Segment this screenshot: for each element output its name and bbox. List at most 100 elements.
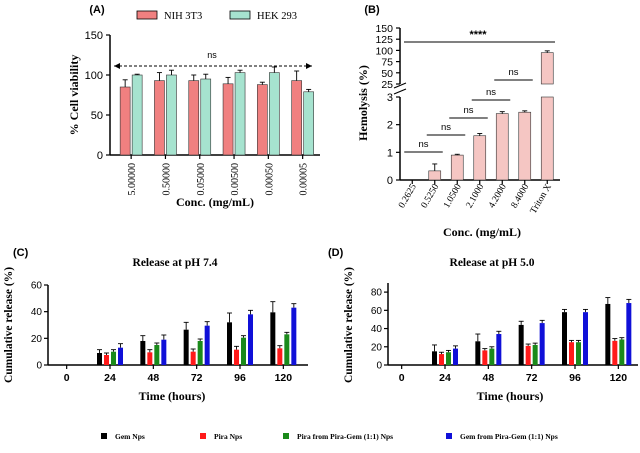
panel-x-tick-label: 96 <box>234 372 246 384</box>
panel-x-tick-label: 120 <box>275 372 293 384</box>
panel-d-title: Release at pH 5.0 <box>450 257 535 269</box>
panel-c-y-label: Cumulative release (%) <box>3 267 15 383</box>
release-bar <box>569 342 574 365</box>
panel-b-bar <box>518 111 532 181</box>
panel-d-y-label: Cumulative release (%) <box>343 267 355 383</box>
release-bar <box>583 312 588 365</box>
panel-x-tick-label: 0 <box>399 372 405 384</box>
release-bar <box>270 312 276 365</box>
panel-a-y-tick-label: 100 <box>85 70 103 82</box>
panel-b-overall-sig: **** <box>469 29 487 41</box>
panel-b-sig-label: ns <box>508 67 518 78</box>
panel-x-tick-label: 48 <box>147 372 159 384</box>
release-bar <box>291 307 297 365</box>
release-bar <box>147 352 153 365</box>
panel-a-bar <box>188 80 200 156</box>
panel-b-sig-label: ns <box>486 87 496 98</box>
panel-b-sig-label: ns <box>441 122 451 133</box>
panel-y-tick-label: 20 <box>31 334 43 345</box>
panel-a-x-tick-label: 0.50000 <box>161 163 172 196</box>
release-bar <box>439 354 444 365</box>
panel-a-y-tick-label: 50 <box>91 110 103 122</box>
release-bar <box>284 334 290 365</box>
release-bar <box>161 339 167 365</box>
panel-b-y-tick-label: 3 <box>387 92 393 104</box>
release-bar <box>446 352 451 365</box>
panel-b-y-tick-label: 150 <box>375 23 393 35</box>
release-bar <box>197 341 203 365</box>
release-bar <box>496 334 502 365</box>
release-bar <box>518 324 524 365</box>
panel-y-tick-label: 0 <box>36 361 42 372</box>
panel-c: (C) Release at pH 7.4 0 20 40 60 0 24 48 72 96 1… <box>3 247 308 403</box>
panel-a-x-tick-label: 0.00050 <box>264 163 275 196</box>
panel-b-y-tick-label: 25 <box>381 79 393 91</box>
release-bar <box>612 340 618 365</box>
panel-b-y-tick-label: 125 <box>375 34 393 46</box>
panel-x-tick-label: 24 <box>439 372 451 384</box>
release-bar <box>277 348 283 365</box>
panel-d-label: (D) <box>328 247 344 259</box>
legend-label-gem-mix: Gem from Pira-Gem (1:1) Nps <box>460 432 558 441</box>
panel-b-x-tick-label: 8.4000 <box>510 182 532 210</box>
panel-a-bar <box>222 83 234 156</box>
panel-a-bar <box>200 78 212 156</box>
panel-b-bar-lower <box>540 96 554 181</box>
panel-x-tick-label: 72 <box>191 372 203 384</box>
legend-label-nih3t3: NIH 3T3 <box>164 11 202 22</box>
panel-a-y-label: % Cell viability <box>67 55 81 136</box>
panel-b-bar <box>473 135 487 181</box>
legend-swatch-pira <box>200 433 206 439</box>
legend-swatch-nih3t3 <box>136 10 158 20</box>
release-bar <box>482 350 488 365</box>
panel-b-y-label: Hemolysis (%) <box>356 65 370 141</box>
panel-b-bar-upper <box>540 52 554 85</box>
panel-a-bar <box>119 86 131 156</box>
panel-y-tick-label: 0 <box>376 361 382 372</box>
legend-label-hek293: HEK 293 <box>257 11 297 22</box>
panel-b-bar <box>495 113 509 181</box>
panel-b-axis-break <box>393 82 407 95</box>
panel-b-x-tick-label: 1.0500 <box>442 182 464 210</box>
panel-x-tick-label: 96 <box>569 372 581 384</box>
panel-a-x-tick-label: 0.05000 <box>196 163 207 196</box>
release-bar <box>489 348 495 365</box>
panel-b-x-label: Conc. (mg/mL) <box>443 225 521 239</box>
panel-a-bar <box>154 80 165 156</box>
legend-swatch-hek293 <box>229 10 251 20</box>
release-legend: Gem Nps Pira Nps Pira from Pira-Gem (1:1… <box>101 432 558 441</box>
release-bar <box>140 341 146 365</box>
panel-b-label: (B) <box>364 4 380 16</box>
panel-b-bar <box>450 154 464 181</box>
panel-b-x-tick-label: 0.2625 <box>397 182 419 210</box>
release-bar <box>241 337 246 365</box>
legend-swatch-gem <box>101 433 107 439</box>
panel-d-x-label: Time (hours) <box>477 389 544 403</box>
legend-label-pira: Pira Nps <box>214 432 242 441</box>
panel-x-tick-label: 120 <box>610 372 628 384</box>
release-bar <box>111 351 116 365</box>
release-bar <box>619 339 625 365</box>
release-bar <box>453 348 458 365</box>
panel-x-tick-label: 48 <box>482 372 494 384</box>
release-bar <box>183 329 189 365</box>
panel-b-y-tick-label: 0 <box>387 175 393 187</box>
panel-b-sig-label: ns <box>418 139 428 150</box>
release-bar <box>234 349 239 365</box>
panel-c-label: (C) <box>13 247 29 259</box>
panel-a-arrowheads <box>114 63 312 69</box>
panel-a-x-label: Conc. (mg/mL) <box>176 195 254 209</box>
release-bar <box>104 355 109 365</box>
panel-b-x-tick-label: 4.2000 <box>487 182 509 210</box>
panel-x-tick-label: 0 <box>64 372 70 384</box>
panel-a: (A) 0 50 100 150 5.00000 0.50000 0.05000 0.005… <box>67 4 320 209</box>
panel-a-bar <box>131 74 143 156</box>
panel-a-bar <box>234 72 246 156</box>
panel-b-x-tick-label: 0.5250 <box>420 182 442 210</box>
panel-c-title: Release at pH 7.4 <box>133 257 218 269</box>
panel-y-tick-label: 40 <box>371 324 383 335</box>
legend-swatch-pira-mix <box>283 433 289 439</box>
release-bar <box>97 353 102 365</box>
release-bar <box>432 351 437 365</box>
panel-b-y-tick-label: 75 <box>381 57 393 69</box>
